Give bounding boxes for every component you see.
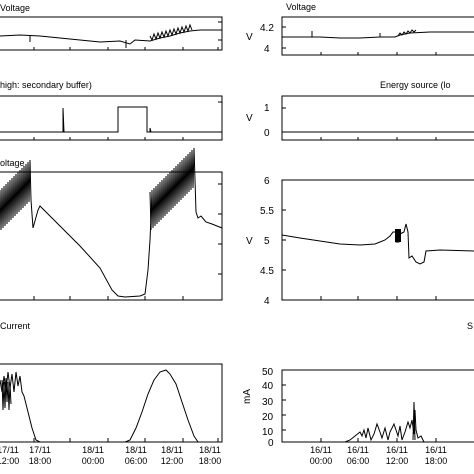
ticks-right-2: [282, 107, 437, 140]
axes-frame-right-2: [281, 95, 474, 141]
xtick-left-3-date: 18/11: [125, 445, 147, 455]
xtick-left-1-date: 17/11: [29, 445, 51, 455]
series-voltage-left-3-burst: [149, 147, 223, 231]
ytick-right-2-0: 0: [264, 128, 270, 139]
series-current-left-noise: [1, 377, 12, 411]
xticklabels-right-4: 16/11 00:00 16/11 06:00 16/11 12:00 16/1…: [310, 445, 448, 466]
title-energy-right: Energy source (lo: [380, 80, 451, 90]
axes-frame-left-4: [0, 363, 223, 443]
xticklabels-left-4: 17/11 12:00 17/11 18:00 18/11 00:00 18/1…: [0, 445, 221, 466]
series-voltage-left-3: [0, 159, 153, 298]
ylabel-right-3: V: [246, 236, 253, 247]
xtick-left-4-time: 12:00: [161, 456, 184, 466]
xtick-right-2-date: 16/11: [386, 445, 408, 455]
xtick-left-2-date: 18/11: [82, 445, 104, 455]
series-current-left: [0, 369, 222, 443]
xtick-left-1-time: 18:00: [29, 456, 52, 466]
ytick-right-3-5: 5: [264, 236, 270, 247]
ticks-right-1: [282, 26, 437, 55]
ylabel-right-2: V: [246, 113, 253, 124]
ytick-right-3-5.5: 5.5: [260, 206, 274, 217]
series-voltage-left-noise: [29, 23, 193, 48]
xtick-right-0-date: 16/11: [310, 445, 332, 455]
ticks-right-3: [282, 179, 437, 300]
xtick-right-1-time: 06:00: [347, 456, 370, 466]
series-buffer-left: [0, 106, 222, 133]
xtick-left-0-date: 17/11: [0, 445, 19, 455]
ylabel-right-1: V: [246, 32, 253, 43]
series-voltage-right-noise: [397, 29, 417, 37]
ylabel-right-4: mA: [242, 389, 253, 404]
xtick-left-4-date: 18/11: [161, 445, 183, 455]
ticks-left-1: [33, 21, 222, 50]
ytick-right-1-4: 4: [264, 44, 270, 55]
xtick-right-3-date: 16/11: [425, 445, 447, 455]
ytick-right-3-4.5: 4.5: [260, 266, 274, 277]
title-s-right: S: [467, 321, 473, 331]
axes-frame-left-2: [0, 95, 223, 141]
xtick-right-0-time: 00:00: [310, 456, 333, 466]
axes-frame-right-4: [281, 369, 474, 443]
ytick-right-4-30: 30: [262, 397, 274, 408]
xtick-right-2-time: 12:00: [386, 456, 409, 466]
title-buffer-left: high: secondary buffer): [0, 80, 92, 90]
xtick-left-5-time: 18:00: [199, 456, 222, 466]
axes-frame-right-1: [281, 16, 474, 56]
title-current-left: Current: [0, 321, 31, 331]
xtick-left-0-time: 12:00: [0, 456, 19, 466]
series-s-right-spike: [412, 401, 416, 441]
series-voltage-right-3: [281, 223, 474, 265]
ticks-left-3: [33, 183, 222, 300]
xtick-right-3-time: 18:00: [425, 456, 448, 466]
ytick-right-4-20: 20: [262, 412, 274, 423]
ytick-right-4-0: 0: [268, 438, 274, 449]
axes-frame-left-1: [0, 16, 223, 51]
title-voltage-right: Voltage: [286, 2, 316, 12]
xtick-left-3-time: 06:00: [125, 456, 148, 466]
xtick-left-5-date: 18/11: [199, 445, 221, 455]
ytick-right-2-1: 1: [264, 103, 270, 114]
ticks-left-4: [33, 438, 219, 442]
xtick-left-2-time: 00:00: [82, 456, 105, 466]
ytick-right-3-4: 4: [264, 296, 270, 307]
axes-frame-left-3: [0, 171, 223, 301]
ytick-right-4-50: 50: [262, 367, 274, 378]
series-s-right: [282, 409, 474, 443]
series-voltage-right: [282, 31, 474, 39]
ticks-left-2: [33, 101, 222, 140]
title-voltage-left-3: oltage: [0, 158, 25, 168]
series-voltage-right-3-block: [395, 229, 401, 242]
xtick-right-1-date: 16/11: [347, 445, 369, 455]
ticks-right-4: [282, 384, 437, 442]
ytick-right-1-4.2: 4.2: [260, 23, 274, 34]
ytick-right-4-40: 40: [262, 381, 274, 392]
yticklabels-right-4: 50 40 30 20 10 0: [262, 367, 274, 449]
ytick-right-4-10: 10: [262, 427, 274, 438]
series-voltage-left: [0, 29, 222, 45]
ytick-right-3-6: 6: [264, 176, 270, 187]
title-voltage-left: Voltage: [0, 3, 30, 13]
